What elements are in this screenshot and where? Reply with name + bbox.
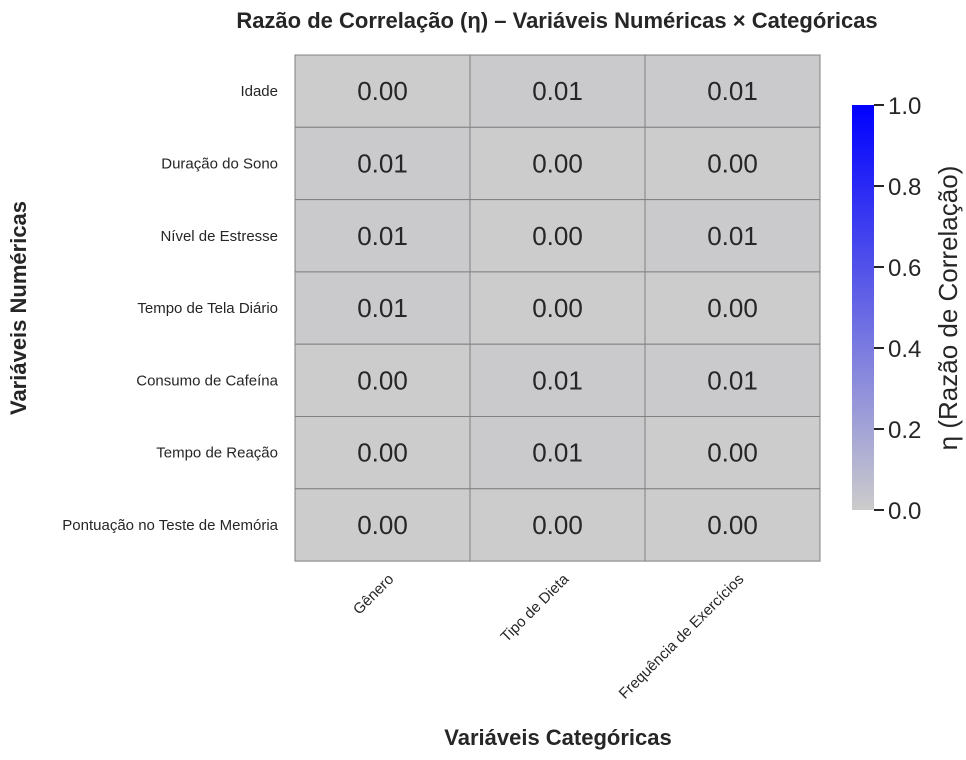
cell-value-label: 0.00	[532, 510, 583, 540]
heatmap-cell	[294, 488, 471, 562]
cell-value-label: 0.00	[707, 293, 758, 323]
heatmap-cell	[644, 271, 821, 345]
heatmap-cell	[294, 343, 471, 418]
y-tick-label: Tempo de Reação	[156, 445, 278, 462]
heatmap-cell	[469, 199, 646, 273]
heatmap-cell	[294, 416, 471, 490]
cell-value-label: 0.01	[707, 76, 758, 106]
colorbar-tick-label: 0.4	[888, 336, 921, 363]
colorbar-tick-label: 0.2	[888, 417, 921, 444]
y-tick-labels: Idade Duração do Sono Nível de Estresse Tem…	[62, 83, 278, 534]
heatmap-cell	[469, 488, 646, 562]
cell-value-label: 0.00	[532, 148, 583, 178]
heatmap-cell	[469, 343, 646, 418]
cell-value-label: 0.00	[532, 221, 583, 251]
cell-value-label: 0.00	[532, 293, 583, 323]
cell-value-label: 0.01	[532, 365, 583, 395]
heatmap-cell	[644, 54, 821, 128]
heatmap-cell-labels: 0.00 0.01 0.01 0.01 0.00 0.00 0.01 0.00 0.01 0.01…	[357, 76, 758, 540]
x-tick-labels: Gênero Tipo de Dieta Frequência de Exercíc…	[350, 570, 747, 702]
y-tick-label: Nível de Estresse	[160, 228, 278, 245]
heatmap-cell	[469, 126, 646, 201]
cell-value-label: 0.00	[707, 438, 758, 468]
cell-value-label: 0.01	[532, 438, 583, 468]
heatmap-cell	[294, 126, 471, 201]
cell-value-label: 0.00	[357, 510, 408, 540]
cell-value-label: 0.01	[707, 365, 758, 395]
heatmap-cell	[644, 416, 821, 490]
cell-value-label: 0.00	[357, 438, 408, 468]
y-tick-label: Tempo de Tela Diário	[137, 300, 278, 317]
heatmap-cell	[294, 271, 471, 345]
heatmap-cell	[294, 54, 471, 128]
heatmap-cell	[644, 488, 821, 562]
heatmap-cell	[469, 54, 646, 128]
cell-value-label: 0.00	[357, 76, 408, 106]
heatmap-cell	[644, 343, 821, 418]
heatmap-cells	[294, 54, 821, 562]
y-tick-label: Idade	[240, 83, 278, 100]
cell-value-label: 0.00	[707, 148, 758, 178]
cell-value-label: 0.01	[707, 221, 758, 251]
x-tick-label: Tipo de Dieta	[498, 570, 573, 645]
cell-value-label: 0.00	[357, 365, 408, 395]
cell-value-label: 0.00	[707, 510, 758, 540]
heatmap-cell	[644, 126, 821, 201]
cell-value-label: 0.01	[532, 76, 583, 106]
x-tick-label: Gênero	[350, 571, 397, 618]
y-tick-label: Pontuação no Teste de Memória	[62, 517, 278, 534]
heatmap-cell	[469, 416, 646, 490]
colorbar	[852, 105, 874, 510]
colorbar-tick-label: 0.6	[888, 255, 921, 282]
x-tick-label: Frequência de Exercícios	[616, 571, 748, 703]
cell-value-label: 0.01	[357, 148, 408, 178]
y-axis-title: Variáveis Numéricas	[6, 201, 31, 415]
colorbar-tick-label: 0.0	[888, 498, 921, 525]
cell-value-label: 0.01	[357, 293, 408, 323]
colorbar-tick-label: 1.0	[888, 93, 921, 120]
y-tick-label: Consumo de Cafeína	[136, 372, 278, 389]
x-axis-title: Variáveis Categóricas	[444, 725, 671, 750]
colorbar-tick-label: 0.8	[888, 174, 921, 201]
chart-title: Razão de Correlação (η) – Variáveis Numé…	[236, 8, 877, 33]
y-tick-label: Duração do Sono	[161, 155, 278, 172]
colorbar-ticks: 0.0 0.2 0.4 0.6 0.8 1.0	[874, 93, 921, 525]
colorbar-label: η (Razão de Correlação)	[933, 166, 963, 451]
cell-value-label: 0.01	[357, 221, 408, 251]
